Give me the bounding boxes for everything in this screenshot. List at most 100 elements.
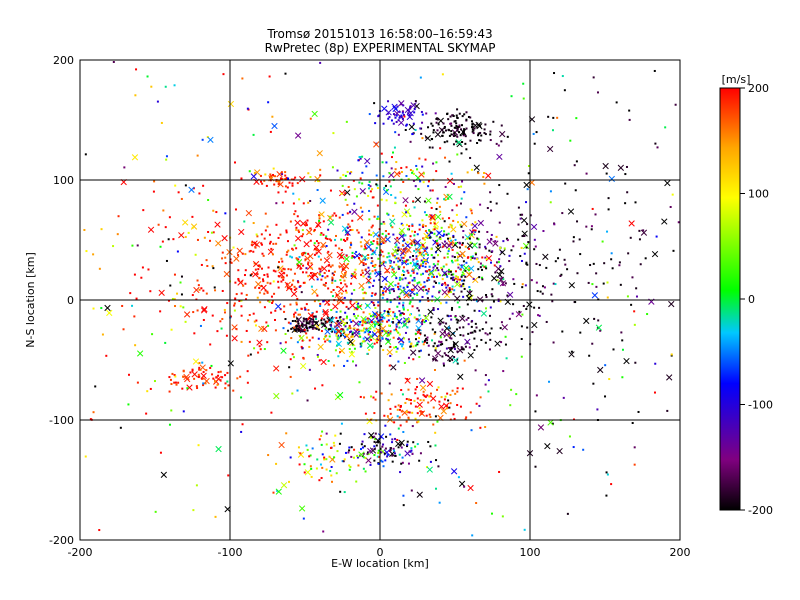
scatter-dot — [603, 262, 606, 265]
scatter-dot — [311, 336, 314, 339]
scatter-dot — [380, 152, 383, 155]
scatter-cross — [467, 352, 474, 359]
scatter-dot — [356, 328, 359, 331]
scatter-dot — [442, 362, 445, 365]
scatter-dot — [304, 252, 307, 255]
scatter-dot — [395, 263, 398, 266]
scatter-dot — [395, 161, 398, 164]
scatter-dot — [371, 188, 374, 191]
scatter-dot — [411, 425, 414, 428]
scatter-dot — [522, 97, 525, 100]
scatter-dot — [413, 234, 416, 237]
scatter-dot — [536, 290, 539, 293]
scatter-dot — [306, 448, 309, 451]
scatter-dot — [388, 116, 391, 119]
scatter-dot — [385, 161, 388, 164]
scatter-dot — [475, 402, 478, 405]
scatter-dot — [386, 453, 389, 456]
scatter-dot — [489, 139, 492, 142]
scatter-dot — [207, 198, 210, 201]
scatter-dot — [174, 381, 177, 384]
scatter-dot — [337, 355, 340, 358]
scatter-dot — [334, 238, 337, 241]
scatter-dot — [202, 289, 205, 292]
scatter-dot — [521, 313, 524, 316]
scatter-dot — [350, 335, 353, 338]
scatter-dot — [414, 128, 417, 131]
scatter-dot — [481, 256, 484, 259]
scatter-dot — [290, 337, 293, 340]
scatter-dot — [432, 263, 435, 266]
scatter-dot — [634, 201, 637, 204]
scatter-dot — [221, 251, 224, 254]
scatter-dot — [367, 184, 370, 187]
scatter-dot — [471, 331, 474, 334]
scatter-cross — [429, 213, 436, 221]
scatter-dot — [373, 215, 376, 218]
scatter-dot — [621, 348, 624, 351]
scatter-dot — [413, 278, 416, 281]
scatter-dot — [361, 319, 364, 322]
scatter-cross — [435, 246, 442, 253]
scatter-dot — [391, 438, 394, 441]
scatter-dot — [394, 131, 397, 134]
scatter-dot — [348, 449, 351, 452]
scatter-dot — [305, 317, 308, 320]
scatter-dot — [382, 293, 385, 296]
scatter-dot — [409, 140, 412, 143]
scatter-dot — [340, 254, 343, 257]
scatter-dot — [470, 320, 473, 323]
scatter-dot — [312, 318, 315, 321]
scatter-dot — [451, 209, 454, 212]
scatter-dot — [355, 195, 358, 198]
scatter-dot — [369, 436, 372, 439]
scatter-dot — [254, 324, 257, 327]
scatter-cross — [531, 321, 538, 329]
scatter-dot — [315, 310, 318, 313]
scatter-dot — [206, 265, 209, 268]
scatter-dot — [277, 280, 280, 283]
scatter-dot — [287, 249, 290, 252]
scatter-dot — [492, 120, 495, 123]
scatter-dot — [373, 304, 376, 307]
y-tick-label: 200 — [53, 54, 74, 67]
scatter-dot — [371, 333, 374, 336]
scatter-dot — [412, 122, 415, 125]
scatter-dot — [435, 170, 438, 173]
scatter-dot — [407, 356, 410, 359]
scatter-dot — [400, 389, 403, 392]
scatter-dot — [351, 335, 354, 338]
scatter-dot — [388, 259, 391, 262]
scatter-dot — [456, 390, 459, 393]
scatter-dot — [437, 254, 440, 257]
scatter-dot — [407, 462, 410, 465]
scatter-dot — [429, 270, 432, 273]
y-tick-label: -100 — [49, 414, 74, 427]
scatter-dot — [252, 250, 255, 253]
scatter-dot — [459, 405, 462, 408]
scatter-dot — [240, 430, 243, 433]
scatter-dot — [374, 293, 377, 296]
scatter-dot — [436, 118, 439, 121]
scatter-dot — [413, 241, 416, 244]
scatter-cross — [343, 255, 350, 263]
scatter-dot — [418, 281, 421, 284]
scatter-dot — [445, 339, 448, 342]
scatter-dot — [293, 285, 296, 288]
scatter-dot — [405, 211, 408, 214]
scatter-dot — [499, 327, 502, 330]
scatter-dot — [484, 307, 487, 310]
scatter-dot — [289, 303, 292, 306]
scatter-dot — [499, 300, 502, 303]
scatter-dot — [202, 371, 205, 374]
scatter-dot — [568, 435, 571, 438]
scatter-dot — [382, 241, 385, 244]
scatter-dot — [289, 220, 292, 223]
scatter-dot — [371, 321, 374, 324]
scatter-dot — [486, 230, 489, 233]
scatter-dot — [504, 343, 507, 346]
scatter-cross — [158, 289, 165, 296]
scatter-dot — [377, 319, 380, 322]
scatter-dot — [404, 277, 407, 280]
scatter-dot — [395, 330, 398, 333]
